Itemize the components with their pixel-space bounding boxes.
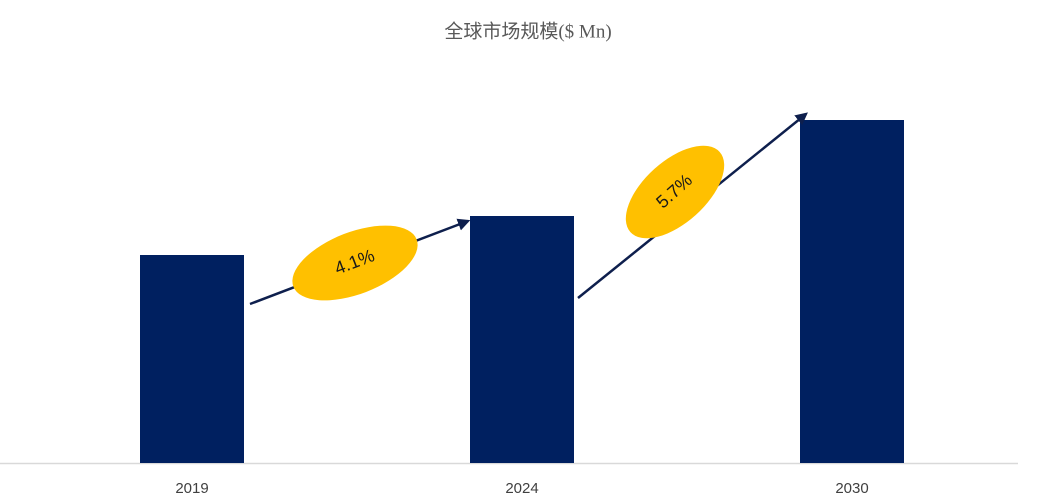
bar [800,120,904,463]
bar [140,255,244,463]
chart-title: 全球市场规模($ Mn) [444,20,611,42]
x-tick-label: 2019 [175,480,208,497]
bar [470,216,574,463]
x-tick-label: 2030 [835,480,868,497]
growth-badge [625,145,725,239]
growth-badge [292,225,418,301]
x-tick-label: 2024 [505,480,538,497]
